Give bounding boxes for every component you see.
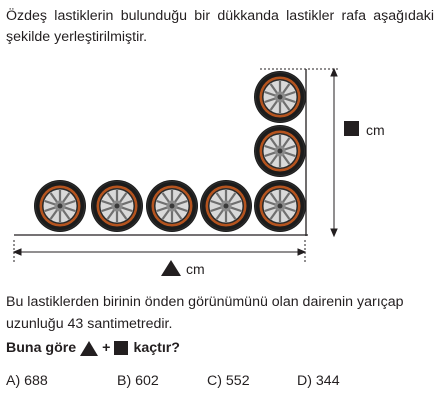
plus-sign: + bbox=[102, 340, 111, 356]
question-prefix: Buna göre bbox=[6, 340, 77, 356]
horizontal-unit-label: cm bbox=[186, 261, 205, 277]
choice-b[interactable]: B) 602 bbox=[117, 373, 159, 389]
choice-d[interactable]: D) 344 bbox=[297, 373, 340, 389]
vertical-unit-label: cm bbox=[366, 122, 385, 138]
question-suffix: kaçtır? bbox=[133, 340, 180, 356]
choice-c[interactable]: C) 552 bbox=[207, 373, 250, 389]
tire bbox=[198, 178, 254, 234]
tire bbox=[144, 178, 200, 234]
choice-a[interactable]: A) 688 bbox=[6, 373, 48, 389]
tire-shelf-figure bbox=[12, 67, 340, 262]
tire bbox=[252, 123, 308, 179]
tire bbox=[252, 178, 308, 234]
triangle-symbol bbox=[80, 340, 99, 356]
triangle-symbol bbox=[161, 260, 181, 276]
square-symbol bbox=[114, 341, 129, 355]
right-stack-tires bbox=[252, 69, 308, 179]
tire bbox=[89, 178, 145, 234]
info-text: Bu lastiklerden birinin önden görünümünü… bbox=[6, 294, 404, 332]
tire bbox=[252, 69, 308, 125]
question: Buna göre + kaçtır? bbox=[6, 340, 180, 356]
tire bbox=[32, 178, 88, 234]
intro-text: Özdeş lastiklerin bulunduğu bir dükkanda… bbox=[6, 8, 434, 45]
square-symbol bbox=[344, 121, 359, 136]
bottom-row-tires bbox=[32, 178, 308, 234]
